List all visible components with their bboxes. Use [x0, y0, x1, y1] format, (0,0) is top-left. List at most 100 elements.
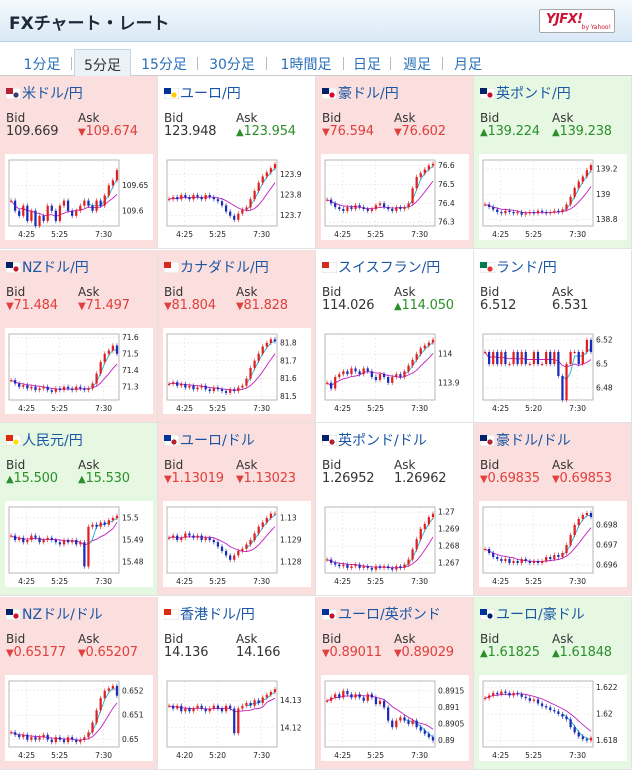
tab-5min[interactable]: 5分足 — [74, 49, 131, 76]
rate-card[interactable]: 英ポンド/ドル Bid Ask 1.26952 1.26962 1.27 1.269 1.26… — [316, 423, 474, 596]
candle-body — [237, 551, 240, 556]
price-chart[interactable]: 114 113.9 4:25 5:25 7:30 — [321, 327, 469, 414]
candle-body — [107, 185, 110, 196]
y-tick-label: 0.8905 — [438, 719, 464, 728]
candle-body — [487, 695, 491, 698]
currency-pair-label[interactable]: ユーロ/豪ドル — [496, 606, 585, 623]
x-tick-label: 4:25 — [176, 577, 193, 586]
price-chart[interactable]: 76.6 76.5 76.4 76.3 4:25 5:25 7:30 — [321, 154, 469, 240]
candle-body — [50, 389, 53, 392]
price-chart[interactable]: 6.52 6.5 6.48 4:25 5:20 7:30 — [479, 327, 627, 414]
currency-pair-label[interactable]: カナダドル/円 — [180, 259, 269, 276]
long-moving-average-line — [10, 193, 118, 217]
currency-pair-label[interactable]: ユーロ/円 — [180, 86, 241, 102]
price-chart[interactable]: 123.9 123.8 123.7 4:25 5:25 7:30 — [163, 154, 311, 240]
candle-body — [504, 559, 507, 561]
price-chart[interactable]: 71.6 71.5 71.4 71.3 4:25 5:25 7:30 — [5, 327, 153, 414]
candle-body — [508, 559, 511, 563]
candle-body — [233, 555, 236, 560]
currency-pair-label[interactable]: 人民元/円 — [22, 433, 83, 449]
price-chart[interactable]: 0.652 0.651 0.65 4:25 5:25 7:30 — [5, 674, 153, 761]
currency-pair-label[interactable]: スイスフラン/円 — [338, 259, 441, 276]
price-chart[interactable]: 1.13 1.129 1.128 4:25 5:25 7:30 — [163, 501, 311, 587]
price-chart[interactable]: 15.5 15.49 15.48 4:25 5:25 7:30 — [5, 501, 153, 587]
y-tick-label: 113.9 — [438, 378, 460, 387]
rate-card[interactable]: カナダドル/円 Bid Ask ▼81.804 ▼81.828 81.8 81.7 81.6 8… — [158, 249, 316, 423]
candle-body — [220, 546, 224, 551]
currency-pair-label[interactable]: NZドル/円 — [22, 259, 89, 276]
candle-body — [167, 199, 171, 201]
candle-body — [180, 537, 183, 540]
currency-pair-label[interactable]: 英ポンド/円 — [496, 86, 571, 102]
yjfx-logo[interactable]: YJFX! by Yahoo! — [539, 9, 615, 33]
currency-pair-label[interactable]: 英ポンド/ドル — [338, 433, 427, 449]
tab-15min[interactable]: 15分足 — [141, 57, 187, 73]
currency-pair-label[interactable]: ユーロ/ドル — [180, 433, 255, 449]
y-tick-label: 1.27 — [438, 508, 455, 517]
currency-pair-label[interactable]: ユーロ/英ポンド — [338, 606, 441, 623]
candle-body — [184, 708, 187, 711]
currency-pair-label[interactable]: 香港ドル/円 — [180, 606, 255, 623]
price-chart[interactable]: 109.65 109.6 4:25 5:25 7:30 — [5, 154, 153, 240]
candle-body — [589, 513, 593, 517]
bid-value: 0.65177 — [13, 644, 67, 660]
rate-card[interactable]: NZドル/ドル Bid Ask ▼0.65177 ▼0.65207 0.652 0.651 0… — [0, 596, 158, 770]
candle-body — [427, 733, 431, 737]
rate-card[interactable]: 英ポンド/円 Bid Ask ▲139.224 ▲139.238 139.2 139 138.… — [474, 76, 632, 249]
tab-1min[interactable]: 1分足 — [23, 57, 61, 73]
candle-body — [192, 195, 195, 200]
candle-body — [253, 360, 256, 368]
candle-body — [273, 688, 277, 692]
y-tick-label: 15.49 — [122, 536, 144, 545]
tab-monthly[interactable]: 月足 — [454, 57, 482, 73]
x-tick-label: 7:30 — [569, 577, 586, 586]
price-chart[interactable]: 1.622 1.62 1.618 4:25 5:25 7:30 — [479, 674, 627, 761]
candle-body — [95, 524, 98, 527]
rate-card[interactable]: NZドル/円 Bid Ask ▼71.484 ▼71.497 71.6 71.5 71.4 71… — [0, 249, 158, 423]
price-chart[interactable]: 139.2 139 138.8 4:25 5:25 7:30 — [479, 154, 627, 240]
currency-pair-label[interactable]: 米ドル/円 — [22, 86, 83, 102]
candle-body — [329, 559, 333, 563]
candle-body — [350, 566, 353, 568]
tab-30min[interactable]: 30分足 — [209, 57, 255, 73]
currency-pair-label[interactable]: 豪ドル/円 — [338, 86, 399, 102]
tab-weekly[interactable]: 週足 — [403, 57, 431, 73]
tab-1hour[interactable]: 1時間足 — [280, 57, 332, 73]
rate-card[interactable]: ユーロ/豪ドル Bid Ask ▲1.61825 ▲1.61848 1.622 1.62 1.… — [474, 596, 632, 770]
price-chart[interactable]: 81.8 81.7 81.6 81.5 4:25 5:25 7:30 — [163, 327, 311, 414]
currency-pair-label[interactable]: 豪ドル/ドル — [496, 433, 571, 449]
price-chart[interactable]: 1.27 1.269 1.268 1.267 4:25 5:25 7:30 — [321, 501, 469, 587]
candle-body — [249, 540, 252, 545]
candle-body — [399, 716, 402, 721]
app-header: FXチャート・レート YJFX! by Yahoo! — [0, 0, 632, 42]
rate-card[interactable]: ランド/円 Bid Ask 6.512 6.531 6.52 6.5 6.48 4:25 5:20… — [474, 249, 632, 423]
currency-pair-label[interactable]: NZドル/ドル — [22, 606, 103, 623]
candle-body — [540, 363, 544, 365]
price-chart[interactable]: 14.13 14.12 4:20 5:20 7:30 — [163, 674, 311, 761]
rate-card[interactable]: 人民元/円 Bid Ask ▲15.500 ▲15.530 15.5 15.49 15.48 4… — [0, 423, 158, 596]
currency-pair-label[interactable]: ランド/円 — [496, 259, 557, 276]
rate-card[interactable]: 豪ドル/ドル Bid Ask ▼0.69835 ▼0.69853 0.698 0.697 0.… — [474, 423, 632, 596]
x-tick-label: 5:25 — [51, 751, 68, 760]
candle-body — [516, 561, 519, 563]
rate-card[interactable]: ユーロ/ドル Bid Ask ▼1.13019 ▼1.13023 1.13 1.129 1.1… — [158, 423, 316, 596]
rate-card[interactable]: ユーロ/英ポンド Bid Ask ▼0.89011 ▼0.89029 0.8915 0.89… — [316, 596, 474, 770]
candle-body — [79, 739, 82, 742]
price-chart[interactable]: 0.698 0.697 0.696 4:25 5:25 7:30 — [479, 501, 627, 587]
rate-card[interactable]: ユーロ/円 Bid Ask 123.948 ▲123.954 123.9 123.8 123.… — [158, 76, 316, 249]
candle-body — [216, 387, 220, 389]
candle-body — [188, 533, 191, 536]
candle-body — [532, 212, 536, 214]
rate-card[interactable]: 香港ドル/円 Bid Ask 14.136 14.166 14.13 14.12 4:20 5:… — [158, 596, 316, 770]
candle-body — [407, 365, 410, 371]
price-chart[interactable]: 0.8915 0.891 0.8905 0.89 4:25 5:25 7:30 — [321, 674, 469, 761]
rate-card[interactable]: スイスフラン/円 Bid Ask 114.026 ▲114.050 114 113.9 4:2… — [316, 249, 474, 423]
tab-daily[interactable]: 日足 — [353, 57, 381, 73]
y-tick-label: 123.8 — [280, 191, 302, 200]
candle-body — [500, 559, 503, 561]
bid-rate: 1.26952 — [322, 471, 375, 486]
candle-body — [342, 370, 345, 374]
rate-card[interactable]: 米ドル/円 Bid Ask 109.669 ▼109.674 109.65 109.6 4:2… — [0, 76, 158, 249]
rate-card[interactable]: 豪ドル/円 Bid Ask ▼76.594 ▼76.602 76.6 76.5 76.4 76.… — [316, 76, 474, 249]
candle-body — [565, 545, 568, 553]
